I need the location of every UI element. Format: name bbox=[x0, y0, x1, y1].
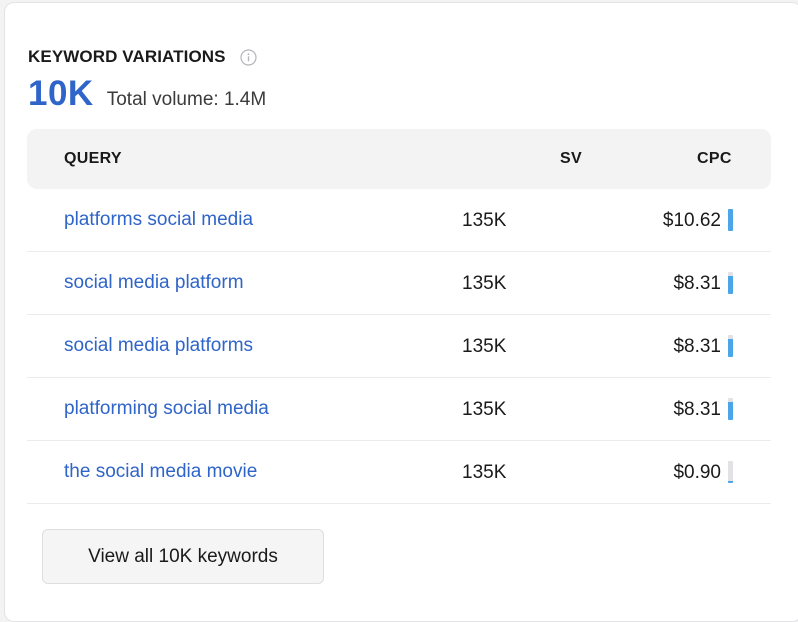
table-row: platforming social media 135K $8.31 bbox=[27, 378, 771, 441]
cpc-level-fill bbox=[728, 209, 733, 231]
keyword-count: 10K bbox=[28, 74, 94, 113]
cpc-level-bar bbox=[728, 398, 733, 420]
cpc-level-bar bbox=[728, 209, 733, 231]
search-volume: 135K bbox=[462, 462, 507, 483]
table-row: the social media movie 135K $0.90 bbox=[27, 441, 771, 504]
cpc-value: $10.62 bbox=[662, 210, 721, 231]
table-row: social media platform 135K $8.31 bbox=[27, 252, 771, 315]
keyword-link[interactable]: social media platform bbox=[64, 272, 244, 293]
search-volume: 135K bbox=[462, 210, 507, 231]
total-volume: Total volume: 1.4M bbox=[106, 89, 267, 110]
cpc-level-fill bbox=[728, 402, 733, 420]
table-row: platforms social media 135K $10.62 bbox=[27, 189, 771, 252]
cpc-level-bar bbox=[728, 461, 733, 483]
cpc-value: $8.31 bbox=[673, 273, 721, 294]
volume-summary: 10K Total volume: 1.4M bbox=[28, 74, 266, 114]
column-header-cpc[interactable]: CPC bbox=[697, 150, 732, 167]
keyword-link[interactable]: platforms social media bbox=[64, 209, 254, 230]
keyword-link[interactable]: the social media movie bbox=[64, 461, 258, 482]
search-volume: 135K bbox=[462, 273, 507, 294]
search-volume: 135K bbox=[462, 399, 507, 420]
keyword-link[interactable]: social media platforms bbox=[64, 335, 254, 356]
widget-header: KEYWORD VARIATIONS bbox=[28, 47, 257, 67]
view-all-keywords-button[interactable]: View all 10K keywords bbox=[42, 529, 324, 584]
widget-title: KEYWORD VARIATIONS bbox=[28, 47, 226, 66]
cpc-value: $8.31 bbox=[673, 336, 721, 357]
table-header: QUERY SV CPC bbox=[27, 129, 771, 189]
search-volume: 135K bbox=[462, 336, 507, 357]
keyword-link[interactable]: platforming social media bbox=[64, 398, 269, 419]
cpc-level-fill bbox=[728, 480, 733, 483]
column-header-query[interactable]: QUERY bbox=[64, 150, 122, 167]
keyword-variations-card bbox=[4, 2, 798, 622]
cpc-level-bar bbox=[728, 272, 733, 294]
column-header-sv[interactable]: SV bbox=[560, 150, 582, 167]
cpc-value: $8.31 bbox=[673, 399, 721, 420]
cpc-value: $0.90 bbox=[673, 462, 721, 483]
cpc-level-fill bbox=[728, 276, 733, 294]
keyword-table: QUERY SV CPC platforms social media 135K… bbox=[27, 129, 771, 504]
info-circle-icon[interactable] bbox=[240, 48, 257, 66]
cpc-level-fill bbox=[728, 339, 733, 357]
cpc-level-bar bbox=[728, 335, 733, 357]
table-row: social media platforms 135K $8.31 bbox=[27, 315, 771, 378]
